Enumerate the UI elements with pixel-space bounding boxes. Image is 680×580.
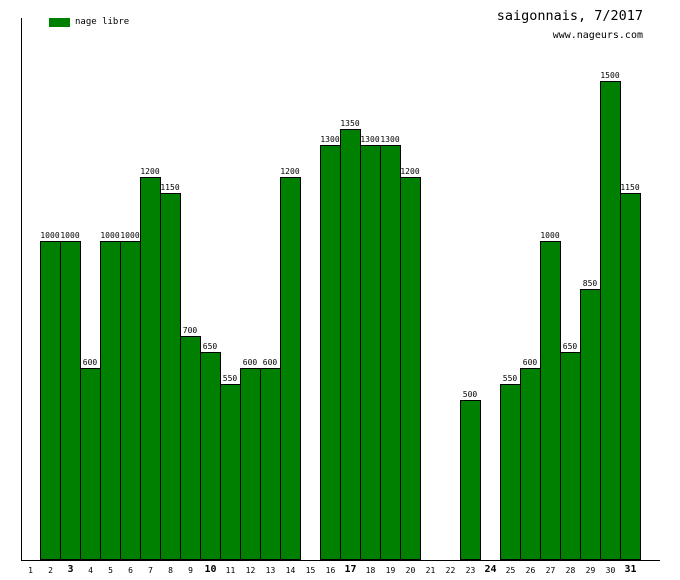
bar-value-label-31: 1150 xyxy=(620,183,640,192)
bar-day-19 xyxy=(380,145,401,560)
bar-value-label-17: 1350 xyxy=(340,119,360,128)
bar-value-label-18: 1300 xyxy=(360,135,380,144)
x-tick-label-7: 7 xyxy=(148,566,153,575)
bar-value-label-9: 700 xyxy=(182,326,198,335)
x-tick-label-8: 8 xyxy=(168,566,173,575)
bar-day-27 xyxy=(540,241,561,560)
legend-label: nage libre xyxy=(75,17,130,27)
bar-day-11 xyxy=(220,384,241,560)
y-axis-line xyxy=(21,18,22,560)
bar-day-3 xyxy=(60,241,81,560)
x-tick-label-6: 6 xyxy=(128,566,133,575)
bar-day-28 xyxy=(560,352,581,560)
bar-value-label-10: 650 xyxy=(202,342,218,351)
bar-day-31 xyxy=(620,193,641,560)
x-tick-label-14: 14 xyxy=(285,566,296,575)
bar-day-4 xyxy=(80,368,101,560)
x-tick-label-4: 4 xyxy=(88,566,93,575)
bar-day-9 xyxy=(180,336,201,560)
x-tick-label-10: 10 xyxy=(204,564,217,575)
bar-day-29 xyxy=(580,289,601,560)
bar-day-30 xyxy=(600,81,621,560)
bar-day-7 xyxy=(140,177,161,560)
bar-value-label-16: 1300 xyxy=(320,135,340,144)
x-tick-label-1: 1 xyxy=(28,566,33,575)
bar-value-label-5: 1000 xyxy=(100,231,120,240)
x-tick-label-9: 9 xyxy=(188,566,193,575)
x-tick-label-25: 25 xyxy=(505,566,516,575)
x-tick-label-21: 21 xyxy=(425,566,436,575)
bar-day-6 xyxy=(120,241,141,560)
bar-value-label-19: 1300 xyxy=(380,135,400,144)
bar-day-17 xyxy=(340,129,361,560)
bar-value-label-13: 600 xyxy=(262,358,278,367)
chart-title: saigonnais, 7/2017 xyxy=(496,8,643,24)
x-tick-label-28: 28 xyxy=(565,566,576,575)
bar-day-18 xyxy=(360,145,381,560)
x-tick-label-24: 24 xyxy=(484,564,497,575)
x-tick-label-13: 13 xyxy=(265,566,276,575)
x-tick-label-30: 30 xyxy=(605,566,616,575)
bar-value-label-27: 1000 xyxy=(540,231,560,240)
chart-header: saigonnais, 7/2017 www.nageurs.com xyxy=(497,9,643,41)
bar-day-20 xyxy=(400,177,421,560)
x-tick-label-23: 23 xyxy=(465,566,476,575)
x-tick-label-19: 19 xyxy=(385,566,396,575)
x-tick-label-2: 2 xyxy=(48,566,53,575)
x-tick-label-26: 26 xyxy=(525,566,536,575)
x-tick-label-16: 16 xyxy=(325,566,336,575)
x-tick-label-5: 5 xyxy=(108,566,113,575)
bar-value-label-23: 500 xyxy=(462,390,478,399)
bar-value-label-7: 1200 xyxy=(140,167,160,176)
bar-day-25 xyxy=(500,384,521,560)
x-tick-label-31: 31 xyxy=(624,564,637,575)
bar-value-label-3: 1000 xyxy=(60,231,80,240)
bar-day-8 xyxy=(160,193,181,560)
bar-day-16 xyxy=(320,145,341,560)
x-tick-label-22: 22 xyxy=(445,566,456,575)
x-tick-label-3: 3 xyxy=(67,564,74,575)
bar-day-13 xyxy=(260,368,281,560)
bar-value-label-20: 1200 xyxy=(400,167,420,176)
bar-day-10 xyxy=(200,352,221,560)
x-tick-label-18: 18 xyxy=(365,566,376,575)
bar-value-label-14: 1200 xyxy=(280,167,300,176)
bar-value-label-25: 550 xyxy=(502,374,518,383)
bar-value-label-11: 550 xyxy=(222,374,238,383)
x-tick-label-15: 15 xyxy=(305,566,316,575)
x-tick-label-27: 27 xyxy=(545,566,556,575)
bar-value-label-30: 1500 xyxy=(600,71,620,80)
bar-day-14 xyxy=(280,177,301,560)
x-tick-label-12: 12 xyxy=(245,566,256,575)
bar-day-2 xyxy=(40,241,61,560)
bar-value-label-6: 1000 xyxy=(120,231,140,240)
legend-swatch xyxy=(49,18,70,27)
bar-day-5 xyxy=(100,241,121,560)
x-axis-line xyxy=(21,560,660,561)
x-tick-label-11: 11 xyxy=(225,566,236,575)
bar-day-23 xyxy=(460,400,481,560)
bar-value-label-12: 600 xyxy=(242,358,258,367)
bar-value-label-29: 850 xyxy=(582,279,598,288)
x-tick-label-29: 29 xyxy=(585,566,596,575)
bar-value-label-4: 600 xyxy=(82,358,98,367)
site-url: www.nageurs.com xyxy=(552,30,643,41)
bar-value-label-2: 1000 xyxy=(40,231,60,240)
bar-day-26 xyxy=(520,368,541,560)
x-tick-label-17: 17 xyxy=(344,564,357,575)
x-tick-label-20: 20 xyxy=(405,566,416,575)
bar-value-label-8: 1150 xyxy=(160,183,180,192)
bar-day-12 xyxy=(240,368,261,560)
bar-value-label-28: 650 xyxy=(562,342,578,351)
bar-value-label-26: 600 xyxy=(522,358,538,367)
